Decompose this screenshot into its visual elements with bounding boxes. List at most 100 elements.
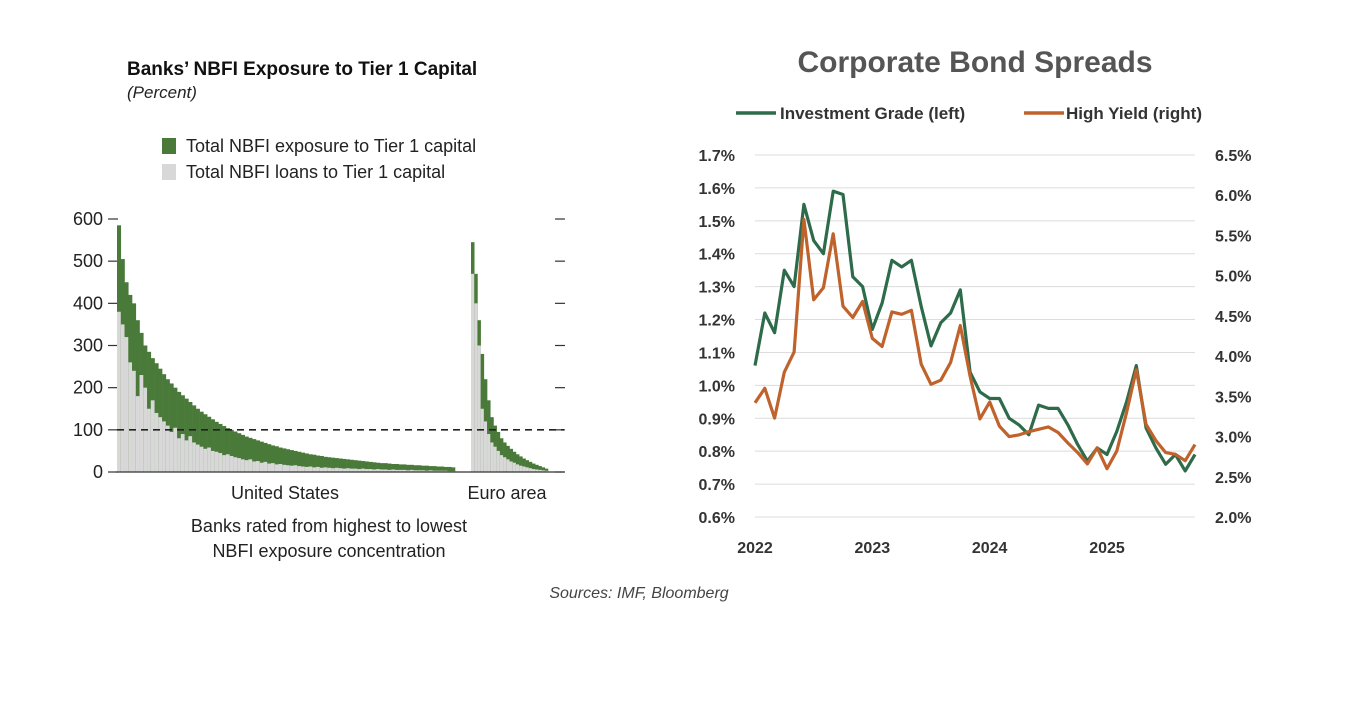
bar-loans <box>286 465 291 472</box>
nbfi-chart-subtitle: (Percent) <box>127 83 197 102</box>
bar-loans <box>499 455 504 472</box>
spreads-right-axis: 2.0% 2.5% 3.0% 3.5% 4.0% 4.5% 5.0% 5.5% 6.0% 6.5% <box>1215 148 1251 527</box>
bar-loans <box>263 461 268 472</box>
bar-exposure <box>203 414 208 472</box>
bar-exposure <box>522 458 526 472</box>
right-tick-label: 4.0% <box>1215 349 1251 366</box>
bar-loans <box>432 470 437 472</box>
bar-exposure <box>338 458 343 472</box>
bar-loans <box>173 427 178 472</box>
bar-loans <box>506 459 510 472</box>
bar-loans <box>169 431 174 472</box>
bar-loans <box>237 458 242 472</box>
bar-loans <box>304 466 309 472</box>
spreads-legend: Investment Grade (left) High Yield (righ… <box>736 104 1202 123</box>
bar-loans <box>188 436 193 472</box>
bar-exposure <box>169 383 174 472</box>
bar-exposure <box>282 448 287 472</box>
left-tick-label: 1.3% <box>699 280 735 297</box>
bar-loans <box>222 455 227 472</box>
bar-loans <box>493 446 497 472</box>
spreads-gridlines <box>755 154 1195 518</box>
bar-loans <box>391 469 396 472</box>
bar-loans <box>289 465 294 472</box>
bar-loans <box>316 466 321 472</box>
bar-exposure <box>368 461 373 472</box>
bar-loans <box>398 469 403 472</box>
legend-label-loans: Total NBFI loans to Tier 1 capital <box>186 162 445 182</box>
bar-exposure <box>421 465 426 472</box>
bar-exposure <box>424 465 430 472</box>
bar-exposure <box>528 461 533 472</box>
y-tick-label: 200 <box>73 378 103 398</box>
bar-loans <box>364 469 369 472</box>
spreads-left-axis: 0.6% 0.7% 0.8% 0.9% 1.0% 1.1% 1.2% 1.3% 1.4% 1.5%… <box>699 148 735 527</box>
bar-loans <box>323 467 328 472</box>
bar-exposure <box>252 439 257 472</box>
bar-loans <box>471 273 475 472</box>
bar-loans <box>158 417 163 472</box>
nbfi-y-axis: 0 100 200 300 400 500 600 <box>73 209 565 482</box>
bar-loans <box>349 468 354 472</box>
bar-exposure <box>274 446 279 472</box>
bar-exposure <box>525 460 530 472</box>
left-tick-label: 0.9% <box>699 411 735 428</box>
bar-loans <box>199 446 204 472</box>
bar-exposure <box>237 433 242 472</box>
bar-loans <box>233 457 238 472</box>
y-tick-label: 500 <box>73 251 103 271</box>
bar-loans <box>270 463 276 472</box>
bar-loans <box>515 464 520 472</box>
bar-exposure <box>304 453 309 472</box>
bar-loans <box>544 470 549 472</box>
bar-exposure <box>327 457 332 472</box>
bar-loans <box>150 400 155 472</box>
bar-loans <box>297 466 302 472</box>
bar-loans <box>117 311 122 472</box>
x-tick-label: 2024 <box>972 540 1008 557</box>
left-tick-label: 1.4% <box>699 247 735 264</box>
bar-exposure <box>436 466 441 472</box>
bar-loans <box>244 460 249 472</box>
bar-loans <box>439 470 445 472</box>
nbfi-bars <box>117 225 549 472</box>
bar-loans <box>509 461 514 472</box>
legend-label-investment-grade: Investment Grade (left) <box>780 104 965 123</box>
bar-exposure <box>289 450 294 472</box>
bar-loans <box>184 440 189 472</box>
bar-exposure <box>409 464 414 472</box>
bar-loans <box>496 450 501 472</box>
bar-loans <box>120 324 125 472</box>
nbfi-chart-title: Banks’ NBFI Exposure to Tier 1 Capital <box>127 59 477 80</box>
right-tick-label: 3.0% <box>1215 430 1251 447</box>
bar-loans <box>252 461 257 472</box>
bar-loans <box>214 451 219 472</box>
bar-loans <box>372 469 377 472</box>
bar-exposure <box>451 467 456 472</box>
right-tick-label: 4.5% <box>1215 309 1251 326</box>
bar-loans <box>477 345 481 472</box>
bar-exposure <box>319 455 324 472</box>
left-tick-label: 1.0% <box>699 378 735 395</box>
bar-loans <box>409 469 414 472</box>
bar-exposure <box>195 408 200 472</box>
bar-exposure <box>432 466 437 472</box>
right-tick-label: 6.0% <box>1215 188 1251 205</box>
bar-exposure <box>357 460 362 472</box>
legend-swatch-exposure <box>162 138 176 154</box>
bar-exposure <box>255 440 261 472</box>
bar-exposure <box>312 454 317 472</box>
bar-loans <box>538 469 542 472</box>
bar-loans <box>342 468 347 472</box>
bar-loans <box>195 444 200 472</box>
bar-loans <box>503 457 507 472</box>
bar-loans <box>368 469 373 472</box>
bar-loans <box>240 459 245 472</box>
bar-loans <box>406 470 411 472</box>
bar-loans <box>267 463 272 472</box>
bar-exposure <box>364 461 369 472</box>
bar-loans <box>436 470 441 472</box>
bar-loans <box>207 447 212 472</box>
bar-exposure <box>443 466 448 472</box>
bar-exposure <box>229 429 234 472</box>
